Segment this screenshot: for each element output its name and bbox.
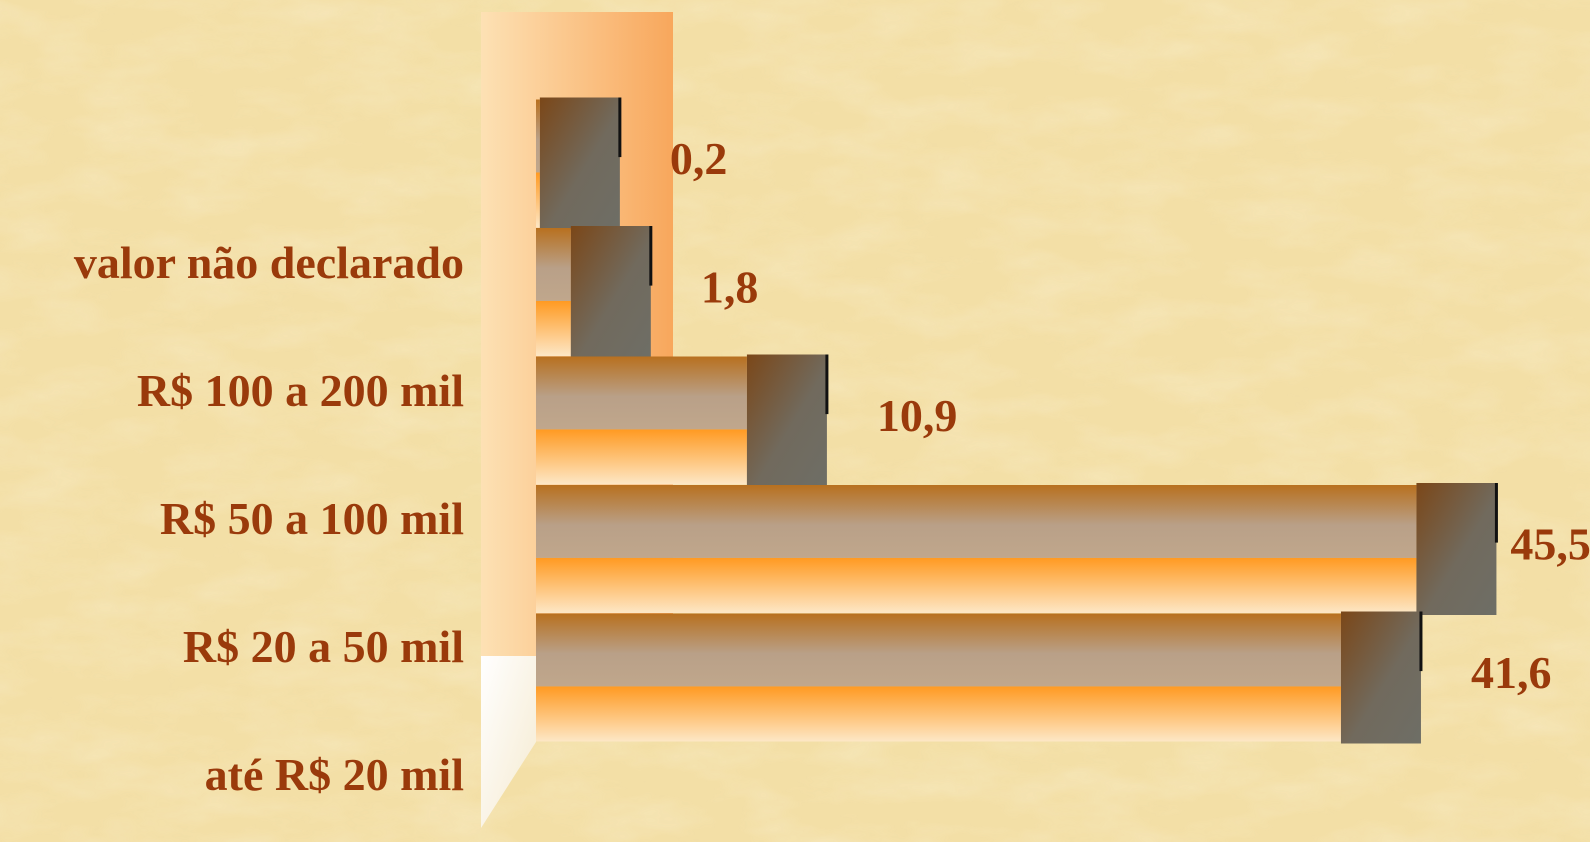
category-label-3: R$ 50 a 100 mil xyxy=(160,493,464,544)
data-label-2: 1,8 xyxy=(701,262,759,313)
category-label-2: R$ 100 a 200 mil xyxy=(137,365,464,416)
bar-body-shade-5 xyxy=(536,686,1341,742)
bar-body-shade-4 xyxy=(536,557,1417,613)
bar-5 xyxy=(1340,611,1421,744)
bar-body-2 xyxy=(536,228,571,301)
bar-3 xyxy=(746,354,827,487)
category-axis-labels: valor não declarado R$ 100 a 200 mil R$ 50… xyxy=(74,237,464,800)
bar-4 xyxy=(1416,483,1497,615)
category-label-4: R$ 20 a 50 mil xyxy=(183,621,464,672)
category-label-5: até R$ 20 mil xyxy=(205,749,464,800)
data-label-3: 10,9 xyxy=(877,390,958,441)
bar-body-3 xyxy=(536,356,747,430)
bar-body-5 xyxy=(536,613,1341,687)
data-labels: 0,2 1,8 10,9 45,5 41,6 xyxy=(670,133,1590,698)
bar-body-4 xyxy=(536,485,1417,558)
category-label-1: valor não declarado xyxy=(74,237,464,288)
bar-series xyxy=(536,97,1498,744)
bar-body-shade-3 xyxy=(536,429,747,485)
bar-1 xyxy=(539,97,620,230)
data-label-1: 0,2 xyxy=(670,133,728,184)
data-label-4: 45,5 xyxy=(1510,519,1590,570)
bar-body-1 xyxy=(536,99,540,173)
bar-body-shade-1 xyxy=(536,172,540,228)
data-label-5: 41,6 xyxy=(1471,647,1552,698)
bar-body-shade-2 xyxy=(536,300,571,356)
bar-2 xyxy=(570,226,651,358)
